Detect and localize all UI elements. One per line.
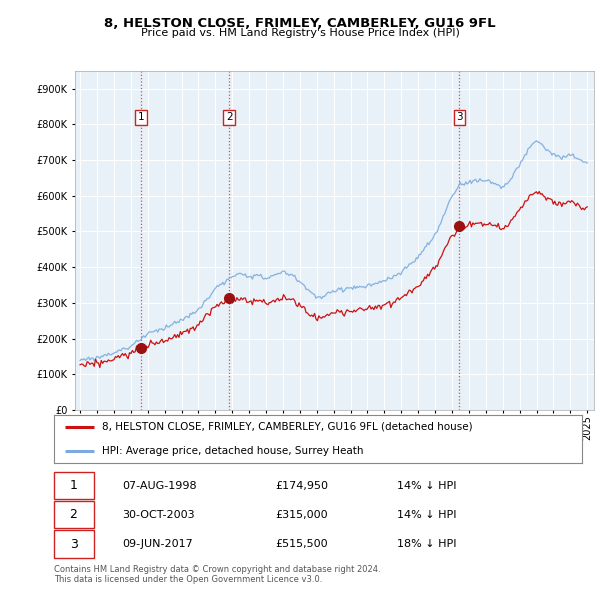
Text: 1: 1 [70,479,77,492]
Text: 8, HELSTON CLOSE, FRIMLEY, CAMBERLEY, GU16 9FL (detached house): 8, HELSTON CLOSE, FRIMLEY, CAMBERLEY, GU… [101,422,472,432]
Text: 8, HELSTON CLOSE, FRIMLEY, CAMBERLEY, GU16 9FL: 8, HELSTON CLOSE, FRIMLEY, CAMBERLEY, GU… [104,17,496,30]
Text: £174,950: £174,950 [276,480,329,490]
Text: 3: 3 [456,112,463,122]
Text: 1: 1 [137,112,144,122]
Text: £515,500: £515,500 [276,539,328,549]
Text: 07-AUG-1998: 07-AUG-1998 [122,480,197,490]
Text: This data is licensed under the Open Government Licence v3.0.: This data is licensed under the Open Gov… [54,575,322,584]
Text: 2: 2 [226,112,233,122]
Text: 09-JUN-2017: 09-JUN-2017 [122,539,193,549]
Text: Contains HM Land Registry data © Crown copyright and database right 2024.: Contains HM Land Registry data © Crown c… [54,565,380,574]
Text: 2: 2 [70,508,77,522]
Text: 18% ↓ HPI: 18% ↓ HPI [397,539,457,549]
Text: 14% ↓ HPI: 14% ↓ HPI [397,480,457,490]
Text: £315,000: £315,000 [276,510,328,520]
Text: 14% ↓ HPI: 14% ↓ HPI [397,510,457,520]
Text: Price paid vs. HM Land Registry's House Price Index (HPI): Price paid vs. HM Land Registry's House … [140,28,460,38]
Text: 3: 3 [70,537,77,550]
Text: HPI: Average price, detached house, Surrey Heath: HPI: Average price, detached house, Surr… [101,446,363,456]
FancyBboxPatch shape [54,501,94,529]
FancyBboxPatch shape [54,530,94,558]
FancyBboxPatch shape [54,472,94,499]
Text: 30-OCT-2003: 30-OCT-2003 [122,510,195,520]
